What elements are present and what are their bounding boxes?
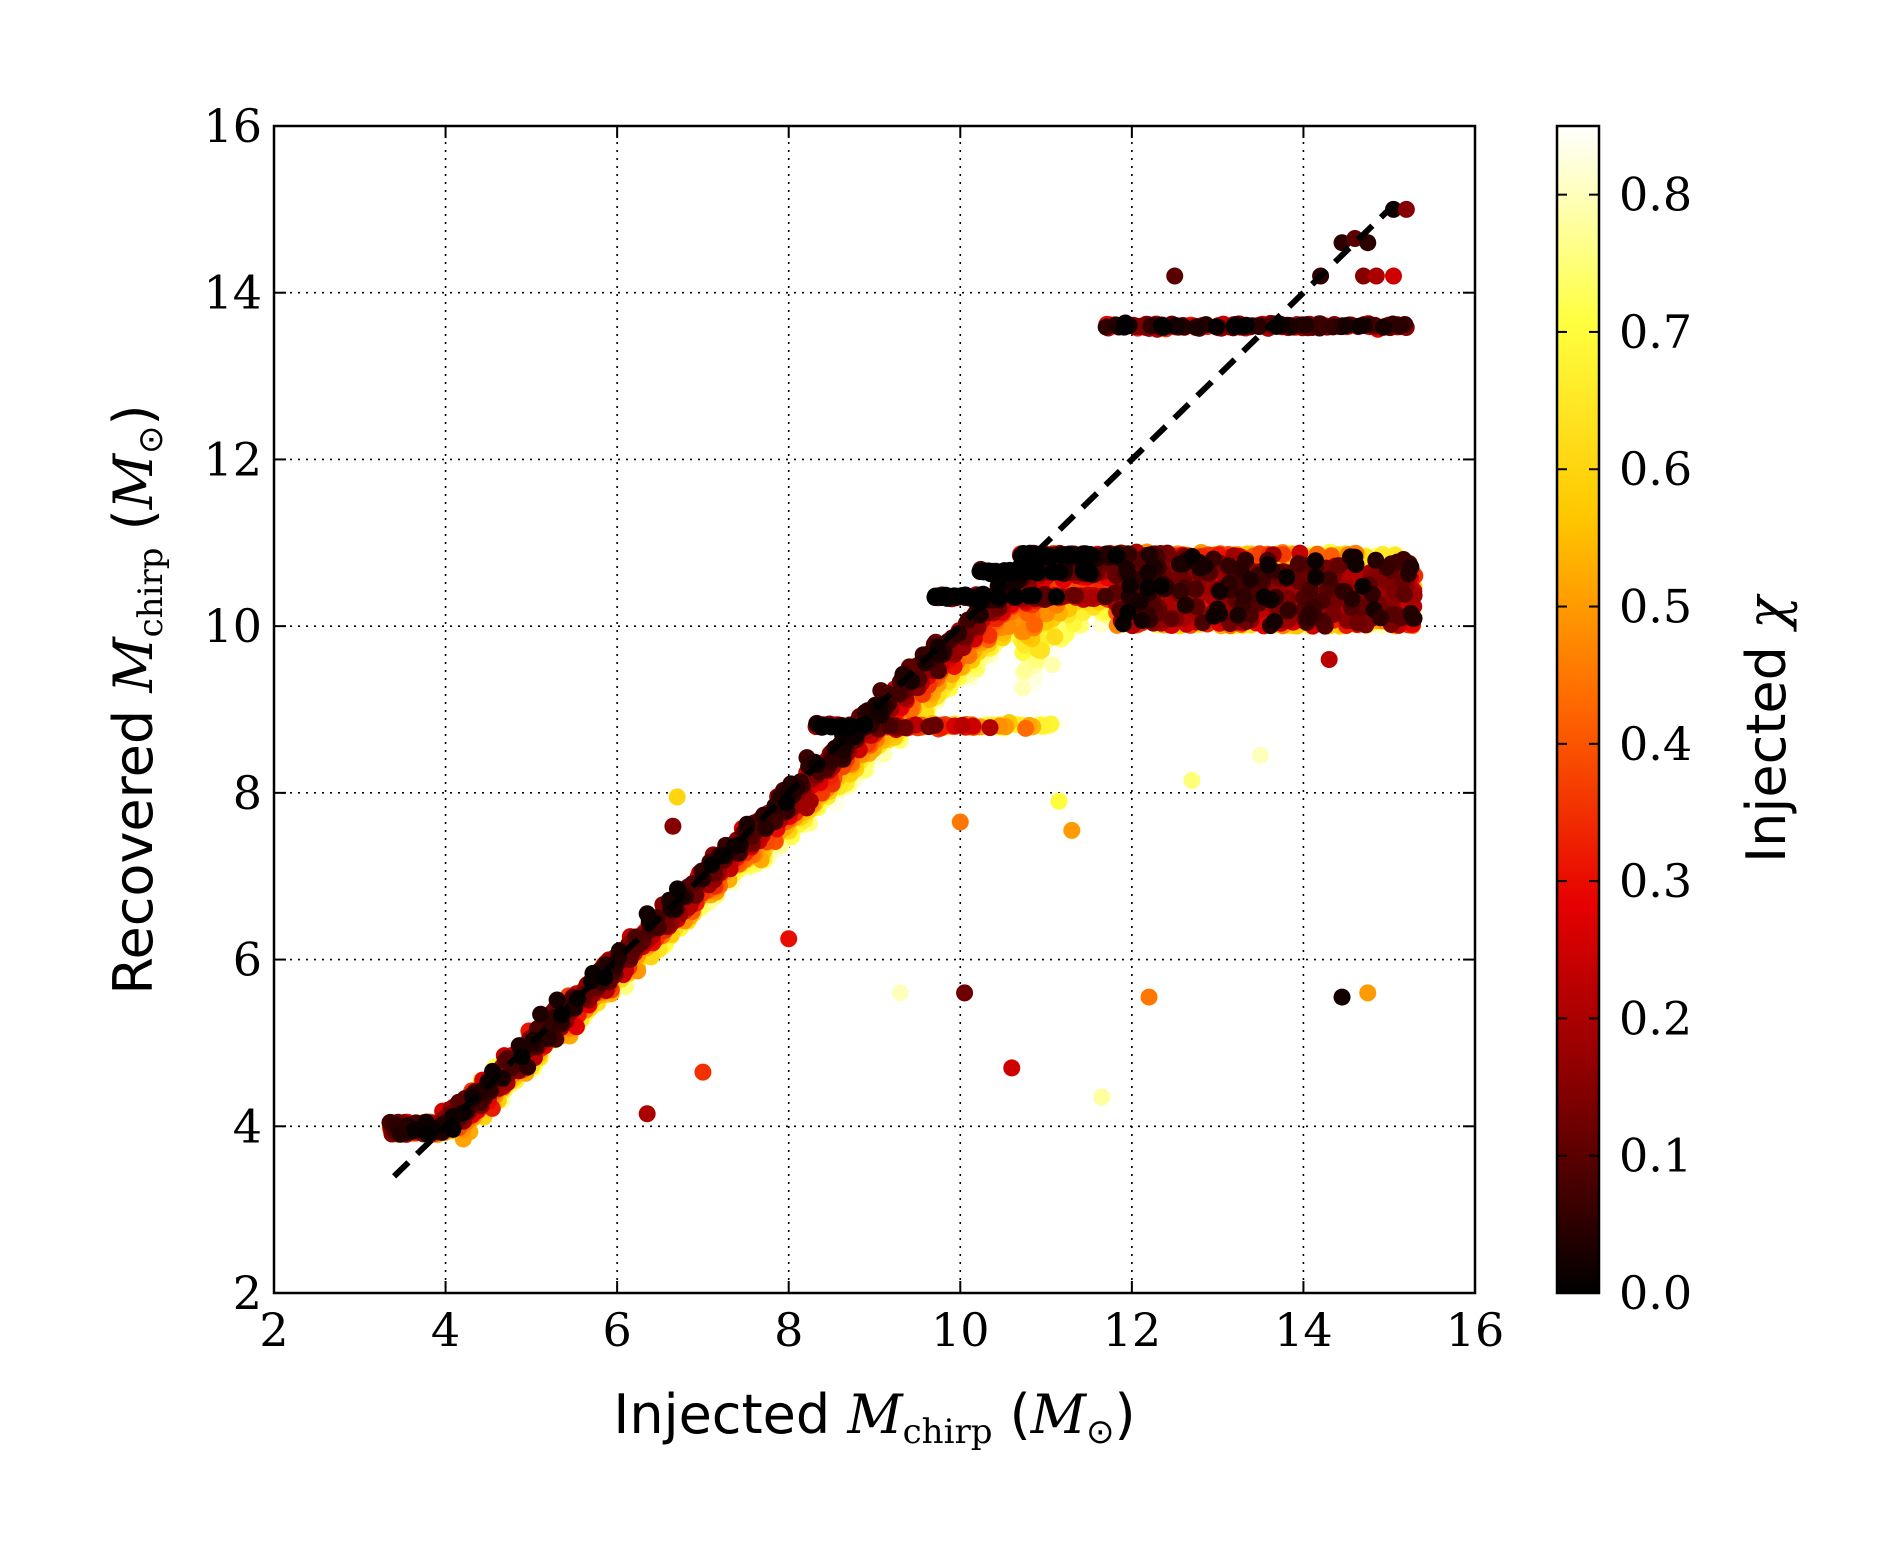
scatter-point (1044, 656, 1062, 674)
grid (274, 126, 1475, 1293)
scatter-point (1046, 628, 1064, 646)
scatter-points (381, 200, 1424, 1148)
scatter-point (1014, 679, 1032, 697)
scatter-point (981, 719, 999, 737)
scatter-point (1017, 719, 1035, 737)
scatter-point (953, 716, 971, 734)
